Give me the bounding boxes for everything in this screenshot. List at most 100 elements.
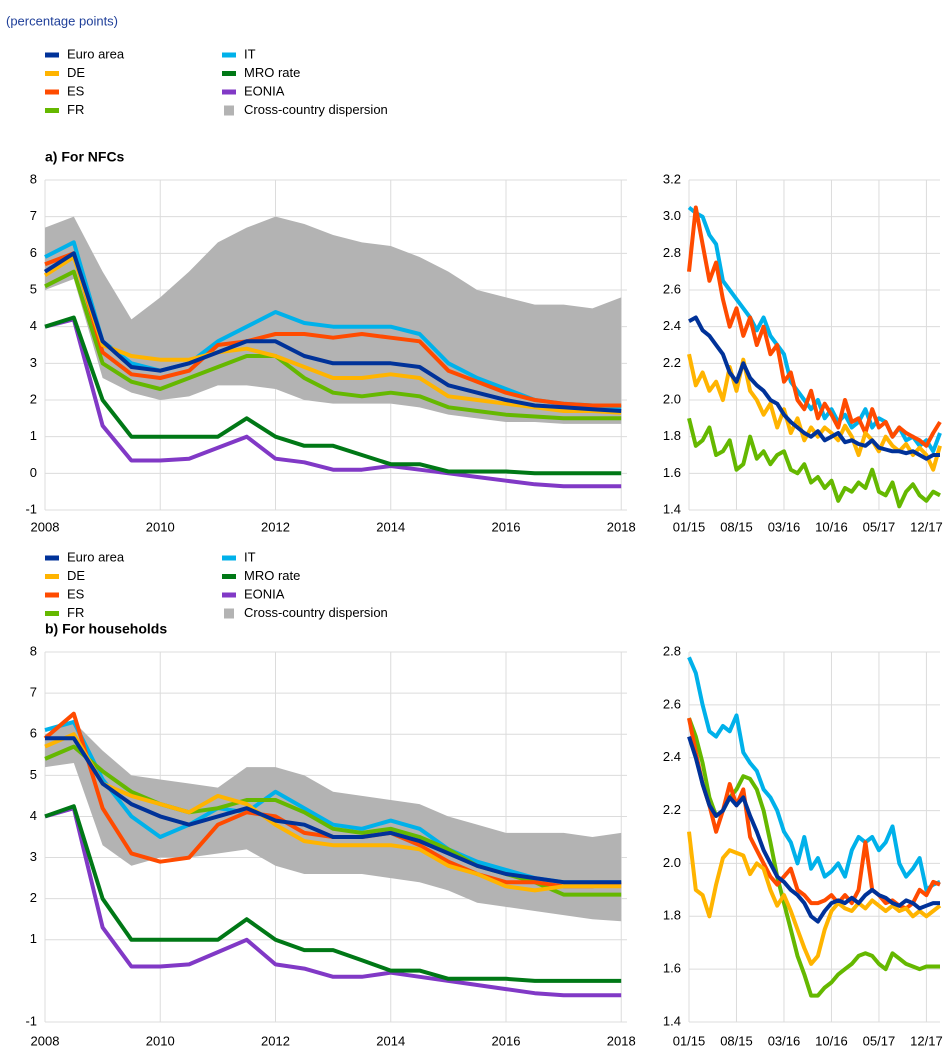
dispersion-band bbox=[45, 721, 622, 922]
series-line bbox=[44, 269, 622, 421]
series-line bbox=[687, 205, 942, 448]
y-tick-label: 2.6 bbox=[663, 696, 681, 711]
x-tick-label: 10/16 bbox=[815, 1033, 848, 1048]
y-tick-label: 2.4 bbox=[663, 749, 681, 764]
legend-label: DE bbox=[67, 65, 85, 80]
y-tick-label: 2.2 bbox=[663, 355, 681, 370]
y-tick-label: 1.6 bbox=[663, 465, 681, 480]
x-tick-label: 10/16 bbox=[815, 519, 848, 534]
legend-label: Cross-country dispersion bbox=[244, 605, 388, 620]
y-tick-label: 3.0 bbox=[663, 208, 681, 223]
y-tick-label: 2.0 bbox=[663, 391, 681, 406]
legend-label: MRO rate bbox=[244, 568, 300, 583]
x-tick-label: 08/15 bbox=[720, 1033, 753, 1048]
series-line bbox=[687, 717, 940, 998]
x-tick-label: 01/15 bbox=[673, 519, 706, 534]
legend-label: Euro area bbox=[67, 549, 125, 564]
y-tick-label: 1.4 bbox=[663, 1013, 681, 1028]
series-line bbox=[44, 251, 622, 408]
legend-label: EONIA bbox=[244, 83, 285, 98]
y-tick-label: 4 bbox=[30, 318, 37, 333]
series-line bbox=[687, 656, 941, 892]
y-tick-label: 6 bbox=[30, 245, 37, 260]
legend-label: IT bbox=[244, 46, 256, 61]
series-line bbox=[45, 736, 622, 885]
series-line bbox=[687, 417, 941, 509]
y-tick-label: 1 bbox=[30, 931, 37, 946]
subtitle: (percentage points) bbox=[6, 13, 118, 28]
x-tick-label: 2016 bbox=[492, 519, 521, 534]
y-tick-label: 4 bbox=[30, 808, 37, 823]
legend-label: IT bbox=[244, 549, 256, 564]
legend-label: FR bbox=[67, 102, 84, 117]
x-tick-label: 2018 bbox=[607, 519, 636, 534]
series-line bbox=[44, 744, 622, 897]
legend-swatch bbox=[45, 89, 59, 95]
y-tick-label: 2.0 bbox=[663, 855, 681, 870]
legend-swatch bbox=[45, 574, 59, 579]
series-line bbox=[687, 717, 941, 911]
y-tick-label: 5 bbox=[30, 281, 37, 296]
x-tick-label: 05/17 bbox=[863, 1033, 896, 1048]
y-tick-label: 2.8 bbox=[663, 245, 681, 260]
legend-label: Cross-country dispersion bbox=[244, 102, 388, 117]
series-line bbox=[44, 806, 622, 998]
y-tick-label: -1 bbox=[25, 501, 37, 516]
legend-swatch bbox=[224, 608, 234, 619]
y-tick-label: 3.2 bbox=[663, 171, 681, 186]
legend-swatch bbox=[222, 555, 236, 561]
legend-swatch bbox=[45, 108, 59, 113]
y-tick-label: 5 bbox=[30, 767, 37, 782]
y-tick-label: 2 bbox=[30, 391, 37, 406]
y-tick-label: 2.8 bbox=[663, 643, 681, 658]
y-tick-label: 7 bbox=[30, 208, 37, 223]
x-tick-label: 01/15 bbox=[673, 1033, 706, 1048]
legend-swatch bbox=[45, 71, 59, 76]
x-tick-label: 03/16 bbox=[768, 519, 801, 534]
y-tick-label: 1.8 bbox=[663, 908, 681, 923]
series-line bbox=[687, 831, 942, 966]
legend-label: EONIA bbox=[244, 586, 285, 601]
legend-label: ES bbox=[67, 586, 85, 601]
legend-swatch bbox=[45, 52, 59, 58]
legend-label: MRO rate bbox=[244, 65, 300, 80]
x-tick-label: 12/17 bbox=[910, 1033, 943, 1048]
legend-swatch bbox=[222, 52, 236, 58]
y-tick-label: 3 bbox=[30, 849, 37, 864]
x-tick-label: 2008 bbox=[31, 1033, 60, 1048]
x-tick-label: 03/16 bbox=[768, 1033, 801, 1048]
y-tick-label: 1.6 bbox=[663, 961, 681, 976]
x-tick-label: 12/17 bbox=[910, 519, 943, 534]
x-tick-label: 2012 bbox=[261, 1033, 290, 1048]
y-tick-label: 1 bbox=[30, 428, 37, 443]
x-tick-label: 2018 bbox=[607, 1033, 636, 1048]
y-tick-label: 2.6 bbox=[663, 281, 681, 296]
y-tick-label: 1.8 bbox=[663, 428, 681, 443]
y-tick-label: 7 bbox=[30, 685, 37, 700]
y-tick-label: -1 bbox=[25, 1013, 37, 1028]
legend-swatch bbox=[45, 555, 59, 561]
legend-label: DE bbox=[67, 568, 85, 583]
x-tick-label: 2014 bbox=[376, 519, 405, 534]
legend-swatch bbox=[45, 592, 59, 598]
y-tick-label: 8 bbox=[30, 643, 37, 658]
legend-label: Euro area bbox=[67, 46, 125, 61]
panel-title: b) For households bbox=[45, 621, 167, 637]
series-line bbox=[688, 315, 940, 461]
series-line bbox=[43, 255, 622, 415]
series-line bbox=[44, 315, 622, 476]
y-tick-label: 2.2 bbox=[663, 802, 681, 817]
x-tick-label: 2010 bbox=[146, 519, 175, 534]
legend-label: FR bbox=[67, 605, 84, 620]
legend-swatch bbox=[222, 89, 236, 95]
series-line bbox=[43, 251, 622, 413]
legend-swatch bbox=[222, 71, 236, 76]
y-tick-label: 2.4 bbox=[663, 318, 681, 333]
series-line bbox=[687, 735, 940, 924]
legend-swatch bbox=[222, 592, 236, 598]
series-line bbox=[687, 205, 942, 454]
series-line bbox=[44, 317, 622, 489]
y-tick-label: 2 bbox=[30, 890, 37, 905]
